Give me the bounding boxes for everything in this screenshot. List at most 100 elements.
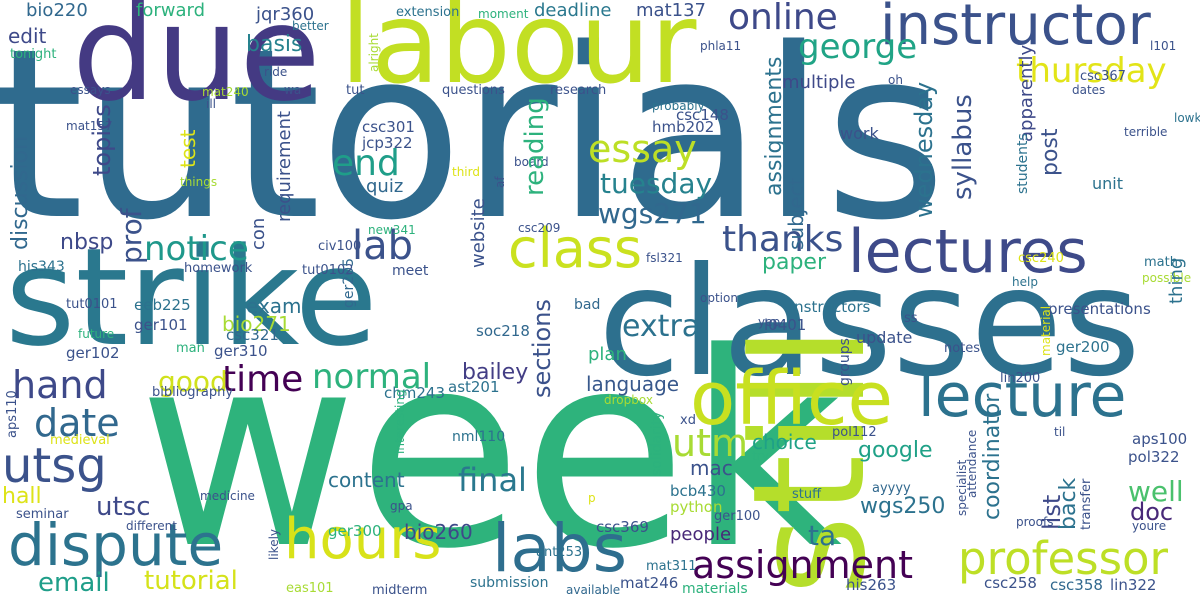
word-phla11: ride [264, 65, 288, 79]
word-pol322: aps100 [1132, 430, 1188, 448]
word-deadline: deadline [534, 0, 612, 21]
word-transfer: attendance [965, 429, 979, 498]
word-nbsp: nbsp [60, 230, 114, 255]
word-ger205: ger101 [134, 316, 188, 334]
word-doc: doc [1130, 498, 1174, 526]
word-material: transfer [1079, 478, 1094, 530]
word-thursday: thursday [1016, 51, 1167, 91]
word-solidarity: groups [837, 338, 853, 386]
word-ta: ta [808, 519, 837, 552]
word-tonight: better [292, 19, 329, 33]
word-hand: hand [12, 363, 108, 407]
word-labs: labs [492, 510, 628, 587]
word-apparently: subject [784, 177, 808, 251]
word-option: yep [758, 315, 781, 329]
word-dates: csc367 [1080, 69, 1126, 84]
word-assignments: sections [528, 299, 556, 398]
word-dropbox: try [752, 449, 769, 463]
word-chm243: ast201 [448, 378, 500, 396]
word-lowkey: terrible [1124, 125, 1168, 139]
word-midterm: available [566, 583, 621, 597]
word-lecture: lecture [918, 361, 1127, 431]
word-terrible: dates [1072, 83, 1106, 97]
word-interesting: likely [267, 528, 281, 560]
word-quiz: quiz [366, 176, 404, 197]
word-unit: unit [1092, 174, 1123, 193]
word-choice: choice [752, 430, 817, 454]
word-probably: oh [888, 73, 903, 87]
word-csc148: csc148 [676, 106, 729, 124]
word-eeb225: presentations [1048, 300, 1151, 318]
word-final: final [458, 461, 527, 499]
word-wa: ill [206, 97, 217, 111]
word-mat137: mat137 [636, 0, 706, 21]
word-lin200: ger200 [1056, 338, 1110, 356]
word-medieval: seminar [16, 507, 69, 522]
word-aps110: interesting [393, 389, 407, 454]
word-requirement: con [248, 217, 269, 250]
word-tutorial: tutorial [144, 566, 238, 596]
word-end: end [332, 143, 400, 184]
word-ger101: eeb225 [134, 296, 191, 314]
word-ayyyy: gpa [390, 499, 413, 513]
word-questions: tut [346, 83, 365, 98]
word-basis: basis [246, 32, 303, 57]
word-til: notes [944, 341, 981, 356]
word-bio260: bio260 [404, 520, 473, 544]
word-stuff: ayyyy [872, 481, 911, 496]
word-moment: extension [396, 5, 460, 20]
word-date: date [34, 401, 120, 445]
word-jcp322: jcp322 [362, 134, 413, 152]
word-seminar: different [126, 519, 177, 533]
word-assignment: assignment [692, 543, 914, 587]
word-yep: til [1054, 425, 1066, 439]
word-groups: back [1056, 477, 1081, 530]
word-oh: lowkey [1174, 111, 1200, 125]
word-submission: materials [682, 581, 748, 597]
word-ger310: ger102 [66, 344, 120, 362]
word-mat246: ant253 [536, 545, 583, 560]
word-mat157: essays [70, 83, 111, 97]
word-instructors: update [856, 328, 913, 347]
word-youre: proofs [1016, 515, 1054, 529]
word-ant253: ger300 [328, 522, 382, 540]
word-csc321: ger310 [214, 342, 268, 360]
word-ill: mat240 [202, 85, 249, 99]
word-nml110: lin200 [1000, 371, 1041, 386]
word-strike: strike [5, 219, 378, 376]
word-online: online [728, 0, 838, 38]
word-meet: civ100 [318, 239, 362, 254]
word-class: class [508, 217, 643, 280]
word-edit: edit [8, 24, 47, 48]
word-extra: extra [622, 309, 701, 344]
word-csc358: csc258 [984, 574, 1037, 592]
word-discussion: prof [115, 208, 148, 264]
word-normal: normal [312, 357, 432, 397]
word-math: possible [1142, 271, 1192, 285]
word-content: content [328, 468, 405, 492]
word-hall: hall [2, 484, 42, 509]
word-l0401: instructors [790, 298, 871, 316]
word-dispute: dispute [8, 511, 224, 579]
word-multiple: multiple [782, 72, 856, 93]
word-jqr360: jqr360 [256, 4, 315, 25]
word-professor: professor [958, 532, 1169, 585]
word-likely: solidarity [649, 411, 665, 476]
word-hmb202: hmb202 [652, 118, 715, 136]
word-soc218: csc321 [226, 326, 279, 344]
word-notice: notice [144, 229, 249, 269]
word-things: csc209 [518, 221, 561, 235]
word-future: tut0101 [66, 297, 118, 312]
word-utm: utm [672, 421, 748, 465]
word-possible: help [1012, 275, 1038, 289]
word-essays: tonight [10, 47, 57, 62]
word-aps100: nml110 [452, 429, 506, 445]
word-ger300: csc369 [596, 518, 649, 536]
word-paper: paper [762, 250, 826, 275]
word-tuesday: tuesday [600, 167, 713, 200]
word-mat311: mat246 [620, 574, 679, 592]
word-well: well [1128, 475, 1184, 508]
word-proofs: stuff [792, 487, 822, 502]
word-p: xd [680, 413, 696, 428]
